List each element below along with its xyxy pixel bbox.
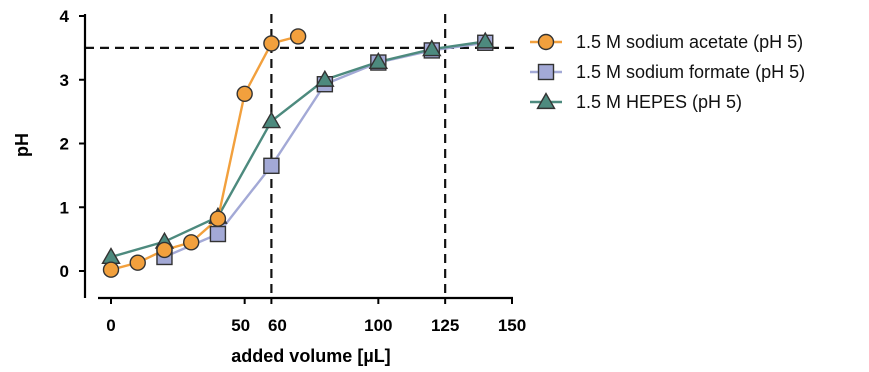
y-axis-title: pH bbox=[12, 133, 32, 157]
x-tick-label: 0 bbox=[106, 316, 115, 335]
x-axis-ticks: 0 50 60 100 125 150 bbox=[106, 298, 526, 335]
data-point-square bbox=[209, 225, 227, 243]
x-tick-label: 100 bbox=[364, 316, 392, 335]
x-tick-label: 50 bbox=[231, 316, 250, 335]
y-tick-label: 2 bbox=[60, 135, 69, 154]
series-line-triangle bbox=[110, 40, 486, 259]
x-tick-label: 125 bbox=[431, 316, 459, 335]
series-lines bbox=[110, 35, 486, 271]
data-point-circle bbox=[102, 261, 120, 278]
y-tick-label: 3 bbox=[60, 71, 69, 90]
legend-marker-square bbox=[537, 63, 555, 81]
data-point-triangle bbox=[422, 39, 442, 57]
data-point-circle bbox=[209, 210, 227, 227]
data-point-circle bbox=[289, 28, 307, 45]
legend-label: 1.5 M sodium formate (pH 5) bbox=[576, 62, 805, 82]
data-point-triangle bbox=[261, 111, 282, 129]
series-markers bbox=[101, 28, 495, 278]
x-tick-label: 60 bbox=[268, 316, 287, 335]
data-point-circle bbox=[129, 254, 146, 271]
reference-lines bbox=[85, 14, 515, 298]
x-axis-title: added volume [µL] bbox=[231, 346, 390, 366]
y-axis-ticks: 0 1 2 3 4 bbox=[60, 7, 85, 281]
data-point-triangle bbox=[368, 51, 389, 69]
data-point-circle bbox=[182, 234, 200, 251]
data-point-triangle bbox=[475, 31, 495, 49]
y-tick-label: 0 bbox=[60, 262, 69, 281]
data-point-triangle bbox=[315, 69, 335, 87]
legend-marker-triangle bbox=[536, 92, 556, 110]
data-point-circle bbox=[263, 35, 280, 52]
x-tick-label: 150 bbox=[498, 316, 526, 335]
legend-label: 1.5 M sodium acetate (pH 5) bbox=[576, 32, 803, 52]
data-point-square bbox=[263, 157, 280, 175]
y-tick-label: 4 bbox=[60, 7, 70, 26]
y-tick-label: 1 bbox=[60, 198, 69, 217]
data-point-circle bbox=[236, 85, 253, 102]
legend-label: 1.5 M HEPES (pH 5) bbox=[576, 92, 742, 112]
legend: 1.5 M sodium acetate (pH 5) 1.5 M sodium … bbox=[530, 32, 805, 112]
series-line-circle bbox=[110, 35, 299, 271]
legend-marker-circle bbox=[537, 33, 555, 51]
data-point-circle bbox=[156, 241, 173, 259]
